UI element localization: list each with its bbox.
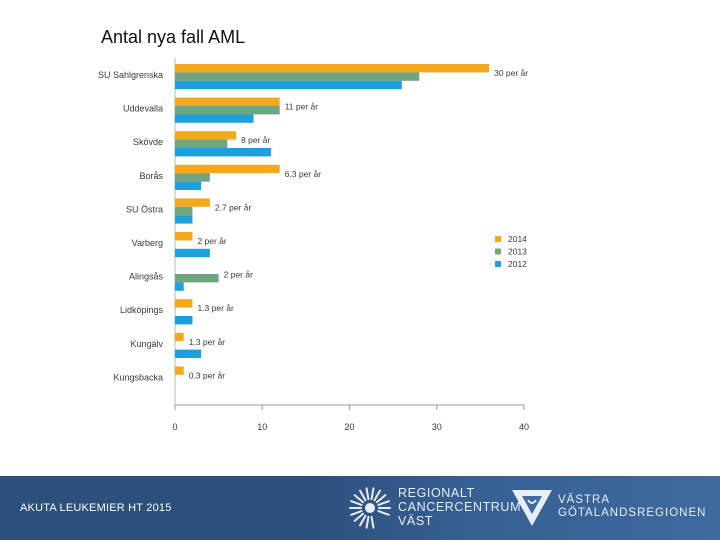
legend-label-2014: 2014 [508, 234, 527, 244]
x-tick-label: 0 [172, 422, 177, 432]
vg-logo-text: VÄSTRA GÖTALANDSREGIONEN [558, 494, 706, 520]
rcc-ray [365, 487, 370, 501]
rcc-logo-block: REGIONALT CANCERCENTRUM VÄST [348, 484, 520, 534]
bar-2012 [175, 215, 193, 224]
rate-annotation: 8 per år [241, 135, 270, 145]
bar-2013 [175, 274, 219, 283]
vg-line-1: VÄSTRA [558, 494, 611, 506]
bar-2014 [175, 299, 193, 308]
rcc-ray [359, 489, 367, 502]
footer-bar: AKUTA LEUKEMIER HT 2015 REGIONALT CANCER… [0, 476, 720, 540]
bar-2013 [175, 72, 420, 81]
rcc-ray [353, 512, 365, 522]
vg-logo-block: VÄSTRA GÖTALANDSREGIONEN [510, 488, 715, 532]
category-label: Skövde [133, 137, 163, 147]
category-label: Kungsbacka [113, 372, 163, 382]
bar-2014 [175, 64, 490, 73]
category-label: SU Sahlgrenska [98, 70, 163, 80]
rcc-sunburst-icon [349, 487, 391, 529]
category-label: Varberg [132, 238, 163, 248]
bar-2013 [175, 206, 193, 216]
bar-2014 [175, 332, 184, 342]
bar-2014 [175, 97, 280, 106]
category-label: Borås [139, 171, 163, 181]
legend-label-2012: 2012 [508, 259, 527, 269]
bar-2012 [175, 248, 210, 258]
bar-2012 [175, 282, 184, 291]
rcc-line-1: REGIONALT [398, 486, 475, 500]
bar-2013 [175, 106, 280, 115]
bar-2013 [175, 173, 210, 182]
rcc-ray [377, 510, 390, 516]
rcc-ray [353, 494, 365, 504]
bar-2012 [175, 80, 402, 90]
rcc-ray [373, 489, 381, 502]
bar-2014 [175, 232, 193, 241]
rate-annotation: 6.3 per år [285, 169, 322, 179]
rate-annotation: 2.7 per år [215, 202, 252, 212]
rcc-ray [359, 514, 367, 527]
category-label: Uddevalla [123, 104, 163, 114]
bar-2014 [175, 366, 184, 375]
category-label: Kungälv [130, 339, 163, 349]
rcc-ray [350, 510, 363, 516]
bar-2013 [175, 139, 228, 148]
vg-shield-icon [512, 490, 552, 526]
rcc-ray [377, 500, 390, 506]
rate-annotation: 2 per år [197, 236, 226, 246]
rcc-line-2: CANCERCENTRUM [398, 500, 522, 514]
rcc-logo-text: REGIONALT CANCERCENTRUM VÄST [398, 486, 521, 528]
x-tick-label: 20 [344, 422, 354, 432]
bar-2012 [175, 114, 254, 123]
footer-course-label: AKUTA LEUKEMIER HT 2015 [20, 502, 172, 514]
rate-annotation: 1.3 per år [197, 303, 234, 313]
x-tick-label: 10 [257, 422, 267, 432]
legend-swatch-2012 [495, 261, 501, 267]
rcc-ray [375, 494, 387, 504]
bar-2012 [175, 349, 202, 358]
page-title: Antal nya fall AML [101, 27, 246, 47]
category-label: Lidköpings [120, 305, 164, 315]
aml-cases-bar-chart: SU Sahlgrenska 30 per år Uddevalla 11 per å… [98, 58, 529, 432]
rate-annotation: 11 per år [285, 102, 319, 112]
rcc-ray [365, 515, 370, 529]
bar-2012 [175, 316, 193, 325]
legend-swatch-2014 [495, 236, 501, 242]
rcc-line-3: VÄST [398, 514, 434, 528]
x-tick-label: 40 [519, 422, 529, 432]
bar-2012 [175, 148, 271, 157]
legend-label-2013: 2013 [508, 247, 527, 257]
legend-swatch-2013 [495, 248, 501, 255]
rcc-ray [350, 500, 363, 506]
rcc-ray [370, 515, 375, 529]
category-label: Alingsås [129, 272, 164, 282]
rate-annotation: 30 per år [494, 68, 528, 78]
x-tick-label: 30 [432, 422, 442, 432]
rcc-ray [370, 487, 375, 501]
bar-2012 [175, 181, 202, 190]
bar-2014 [175, 198, 210, 207]
bar-2014 [175, 131, 237, 140]
bar-2014 [175, 164, 280, 174]
rate-annotation: 0.3 per år [189, 370, 226, 380]
vg-line-2: GÖTALANDSREGIONEN [558, 507, 707, 519]
rate-annotation: 1.3 per år [189, 337, 226, 347]
rate-annotation: 2 per år [224, 270, 253, 280]
category-label: SU Östra [126, 204, 163, 214]
